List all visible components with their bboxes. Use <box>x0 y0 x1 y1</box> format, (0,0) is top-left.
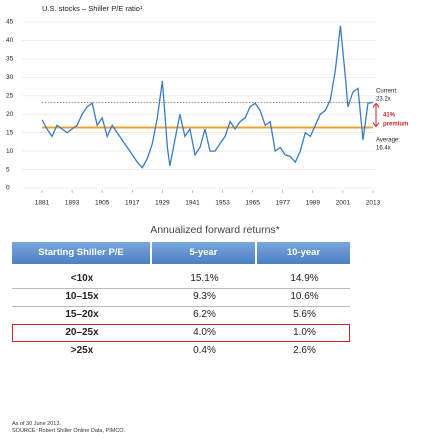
y-tick-label: 20 <box>6 111 14 118</box>
data-line <box>41 25 374 169</box>
y-tick-label: 40 <box>6 37 14 44</box>
y-tick-label: 45 <box>6 19 14 26</box>
x-tick-label: 1893 <box>65 200 80 207</box>
y-tick-label: 35 <box>6 56 14 63</box>
x-tick-label: 1917 <box>125 200 140 207</box>
table-cell: 15–20x <box>65 309 99 320</box>
row-divider <box>12 306 350 307</box>
chart: U.S. stocks – Shiller P/E ratio¹ 0 5 10 15 2… <box>6 4 408 207</box>
y-tick-label: 5 <box>6 166 10 173</box>
table-cell: 5.6% <box>293 309 316 320</box>
annotation: Current: <box>376 89 398 95</box>
table-cell: 1.0% <box>293 327 316 338</box>
header-cell: 10-year <box>257 242 352 264</box>
annotation: 41% <box>383 113 396 119</box>
footnote: As of 30 June 2013. <box>12 421 61 427</box>
table-cell: 6.2% <box>193 309 216 320</box>
annotation: 16.4x <box>376 146 391 152</box>
x-tick-label: 1977 <box>275 200 290 207</box>
table-cell: 14.9% <box>290 273 319 284</box>
y-tick-label: 30 <box>6 74 14 81</box>
arrow-head <box>372 102 380 108</box>
highlight-box <box>12 324 350 342</box>
y-tick-label: 15 <box>6 129 14 136</box>
table-cell: 10.6% <box>290 291 319 302</box>
x-tick-label: 1905 <box>95 200 110 207</box>
table-cell: <10x <box>70 273 94 284</box>
x-tick-label: 1965 <box>245 200 260 207</box>
table-cell: 2.6% <box>293 345 316 356</box>
x-tick-label: 1929 <box>155 200 170 207</box>
header-cell: 5-year <box>152 242 257 264</box>
arrow-head <box>372 122 380 128</box>
table-cell: 20–25x <box>65 327 99 338</box>
table-cell: 4.0% <box>193 327 216 338</box>
table-cell: 15.1% <box>190 273 219 284</box>
annotation: Average: <box>376 138 400 144</box>
table-cell: >25x <box>70 345 94 356</box>
x-tick-label: 1953 <box>215 200 230 207</box>
annotation: premium <box>383 122 408 128</box>
chart-title: U.S. stocks – Shiller P/E ratio¹ <box>42 4 143 13</box>
x-tick-label: 1881 <box>35 200 50 207</box>
x-tick-label: 1989 <box>306 200 321 207</box>
table-title: Annualized forward returns* <box>150 224 280 236</box>
x-tick-label: 2013 <box>366 200 381 207</box>
table-cell: 0.4% <box>193 345 216 356</box>
table-cell: 10–15x <box>65 291 99 302</box>
y-tick-label: 10 <box>6 148 14 155</box>
y-tick-label: 25 <box>6 92 14 99</box>
x-tick-label: 1941 <box>185 200 200 207</box>
row-divider <box>12 288 350 289</box>
table-cell: 9.3% <box>193 291 216 302</box>
annotation: 23.2x <box>376 97 391 103</box>
x-tick-label: 2001 <box>336 200 351 207</box>
y-tick-label: 0 <box>6 185 10 192</box>
footnote: SOURCE: Robert Shiller Online Data, PIMC… <box>12 428 126 434</box>
header-cell: Starting Shiller P/E <box>12 242 152 264</box>
